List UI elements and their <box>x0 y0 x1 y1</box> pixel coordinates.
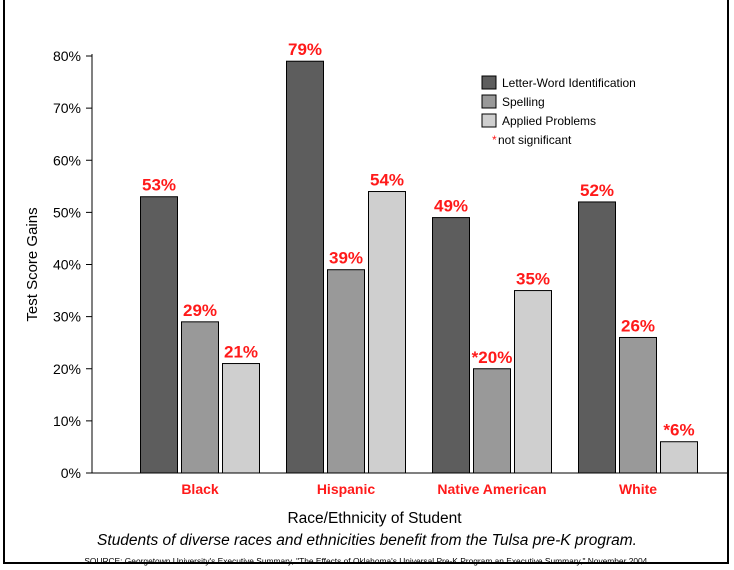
bar-chart: 0% 10% 20% 30% 40% 50% 60% 70% 80% Test Score Gai… <box>24 40 727 527</box>
source-note: SOURCE: Georgetown University's Executiv… <box>84 556 650 566</box>
bar <box>578 201 616 474</box>
data-label: 53% <box>142 176 176 195</box>
legend-swatch <box>481 94 497 109</box>
y-tick-label: 70% <box>53 100 81 116</box>
y-tick-label: 10% <box>53 413 81 429</box>
bar <box>619 336 657 474</box>
chart-frame <box>3 0 729 564</box>
bar <box>286 60 324 474</box>
bar <box>432 217 470 474</box>
x-axis-title: Race/Ethnicity of Student <box>287 510 462 527</box>
bar <box>181 321 219 474</box>
data-label: 52% <box>580 181 614 200</box>
bar <box>327 269 365 474</box>
x-category-label: Black <box>181 481 219 497</box>
data-label: 49% <box>434 197 468 216</box>
legend-swatch <box>481 113 497 128</box>
legend-swatch <box>481 75 497 90</box>
y-tick-label: 80% <box>53 48 81 64</box>
legend-note-asterisk: * <box>492 133 497 147</box>
data-label: 54% <box>370 171 404 190</box>
y-tick-label: 60% <box>53 152 81 168</box>
legend-note: not significant <box>498 133 572 147</box>
x-category-label: Native American <box>437 481 546 497</box>
y-tick-label: 30% <box>53 309 81 325</box>
data-label: 79% <box>288 40 322 59</box>
chart-caption: Students of diverse races and ethnicitie… <box>97 532 637 549</box>
data-label: *20% <box>472 348 513 367</box>
data-label: 39% <box>329 249 363 268</box>
data-label: 35% <box>516 270 550 289</box>
x-category-label: White <box>619 481 657 497</box>
data-label: 29% <box>183 301 217 320</box>
data-label: 21% <box>224 343 258 362</box>
y-tick-label: 40% <box>53 257 81 273</box>
bar <box>222 363 260 474</box>
legend-label: Applied Problems <box>502 114 596 128</box>
legend-label: Letter-Word Identification <box>502 76 636 90</box>
bar <box>368 191 406 474</box>
legend-label: Spelling <box>502 95 545 109</box>
bar <box>473 368 511 474</box>
data-label: 26% <box>621 316 655 335</box>
y-tick-label: 20% <box>53 361 81 377</box>
y-tick-label: 50% <box>53 204 81 220</box>
bar <box>514 290 552 474</box>
y-tick-label: 0% <box>61 465 81 481</box>
data-label: *6% <box>663 421 694 440</box>
bar <box>660 441 698 474</box>
x-category-label: Hispanic <box>317 481 376 497</box>
bar <box>140 196 178 474</box>
y-axis-title: Test Score Gains <box>24 207 41 321</box>
